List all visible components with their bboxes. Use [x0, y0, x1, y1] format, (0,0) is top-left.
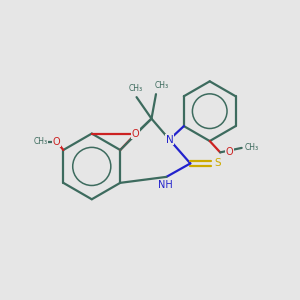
Text: S: S [214, 158, 221, 168]
Text: N: N [166, 134, 173, 145]
Text: O: O [132, 129, 140, 139]
Text: O: O [226, 147, 233, 158]
Text: CH₃: CH₃ [244, 143, 258, 152]
Text: CH₃: CH₃ [154, 81, 168, 90]
Text: CH₃: CH₃ [33, 137, 47, 146]
Text: NH: NH [158, 180, 173, 190]
Text: CH₃: CH₃ [129, 84, 143, 93]
Text: O: O [53, 136, 61, 147]
